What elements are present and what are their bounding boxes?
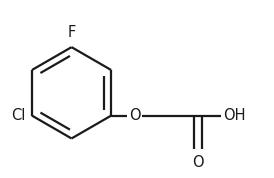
Text: O: O xyxy=(192,155,204,170)
Text: F: F xyxy=(67,25,76,40)
Text: O: O xyxy=(129,108,141,123)
Text: Cl: Cl xyxy=(12,108,26,123)
Text: OH: OH xyxy=(223,108,246,123)
